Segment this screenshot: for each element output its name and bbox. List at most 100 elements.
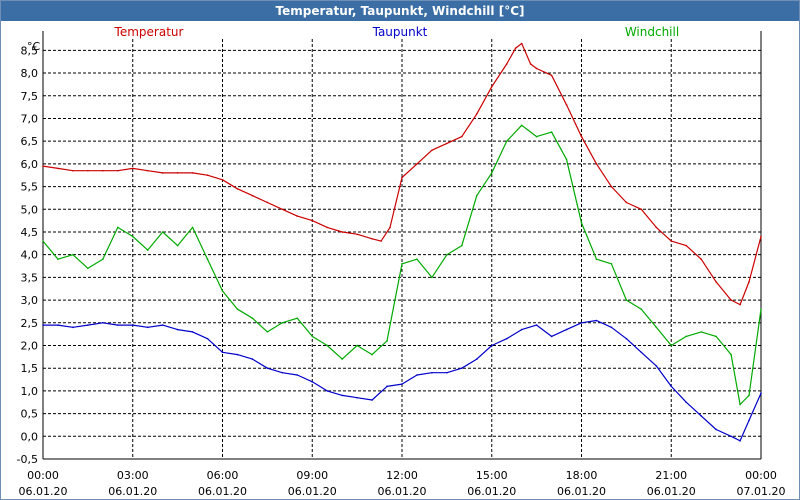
y-tick-label: 3,0 xyxy=(21,294,39,307)
data-point-windchill xyxy=(565,158,568,161)
chart-title: Temperatur, Taupunkt, Windchill [°C] xyxy=(1,1,799,21)
data-point-windchill xyxy=(371,353,373,356)
data-point-temperatur xyxy=(610,185,613,188)
data-point-windchill xyxy=(401,262,403,265)
data-point-windchill xyxy=(625,299,628,301)
y-unit-label: °C xyxy=(27,40,41,53)
data-point-taupunkt xyxy=(281,371,284,374)
data-point-windchill xyxy=(446,253,448,256)
data-point-temperatur xyxy=(102,169,104,172)
x-tick-date: 06.01.20 xyxy=(647,485,696,498)
data-point-temperatur xyxy=(685,244,688,247)
data-point-taupunkt xyxy=(176,328,179,331)
x-tick-time: 15:00 xyxy=(476,469,508,482)
data-point-temperatur xyxy=(431,149,433,152)
data-point-taupunkt xyxy=(251,358,254,360)
x-tick-date: 06.01.20 xyxy=(108,485,157,498)
data-point-temperatur xyxy=(475,113,478,115)
data-point-windchill xyxy=(535,135,538,138)
x-tick-time: 06:00 xyxy=(207,469,239,482)
data-point-taupunkt xyxy=(655,365,658,367)
data-point-taupunkt xyxy=(535,324,538,326)
data-point-taupunkt xyxy=(461,367,463,369)
data-point-taupunkt xyxy=(550,335,553,338)
data-point-windchill xyxy=(176,244,179,247)
data-point-temperatur xyxy=(505,63,508,65)
data-point-windchill xyxy=(700,331,702,333)
data-point-temperatur xyxy=(401,176,403,179)
x-tick-date: 06.01.20 xyxy=(19,485,68,498)
y-tick-label: 5,0 xyxy=(21,203,39,216)
data-point-temperatur xyxy=(236,188,239,190)
data-point-taupunkt xyxy=(341,394,343,397)
y-tick-label: 3,5 xyxy=(21,271,39,284)
x-tick-time: 21:00 xyxy=(655,469,687,482)
y-tick-label: 0,0 xyxy=(21,430,39,443)
axes xyxy=(42,31,762,460)
data-point-temperatur xyxy=(72,169,74,172)
x-tick-date: 06.01.20 xyxy=(198,485,247,498)
data-point-taupunkt xyxy=(42,324,44,326)
data-point-temperatur xyxy=(251,194,254,197)
data-point-taupunkt xyxy=(401,383,403,385)
x-tick-date: 07.01.20 xyxy=(737,485,786,498)
data-point-windchill xyxy=(715,335,717,338)
y-tick-label: 8,0 xyxy=(21,67,39,80)
data-point-temperatur xyxy=(206,174,209,177)
data-point-windchill xyxy=(431,276,433,279)
data-point-windchill xyxy=(311,335,314,338)
data-point-taupunkt xyxy=(296,374,299,376)
data-point-taupunkt xyxy=(490,344,493,347)
x-tick-time: 09:00 xyxy=(296,469,328,482)
data-point-taupunkt xyxy=(356,396,358,399)
data-point-windchill xyxy=(416,258,418,261)
legend-taupunkt: Taupunkt xyxy=(372,25,428,39)
data-point-temperatur xyxy=(730,299,732,301)
data-point-taupunkt xyxy=(748,419,750,422)
x-tick-date: 06.01.20 xyxy=(288,485,337,498)
data-point-temperatur xyxy=(161,172,164,174)
data-point-windchill xyxy=(490,172,493,174)
data-point-temperatur xyxy=(146,169,149,172)
data-point-taupunkt xyxy=(416,374,418,376)
data-point-windchill xyxy=(161,231,164,233)
data-point-taupunkt xyxy=(371,399,373,401)
data-point-taupunkt xyxy=(431,371,433,374)
x-tick-time: 12:00 xyxy=(386,469,418,482)
data-point-temperatur xyxy=(490,85,493,88)
x-tick-time: 00:00 xyxy=(27,469,59,482)
y-tick-label: -0,5 xyxy=(17,453,38,466)
data-point-windchill xyxy=(461,244,463,247)
data-point-windchill xyxy=(42,240,44,242)
data-point-taupunkt xyxy=(670,385,673,388)
data-point-temperatur xyxy=(670,240,673,242)
data-point-temperatur xyxy=(416,163,418,165)
data-point-temperatur xyxy=(748,281,750,283)
data-point-windchill xyxy=(386,340,388,342)
data-point-taupunkt xyxy=(580,321,583,324)
data-point-temperatur xyxy=(640,208,643,211)
data-point-taupunkt xyxy=(739,440,741,442)
data-point-windchill xyxy=(550,131,553,133)
data-point-windchill xyxy=(730,353,732,356)
legend-windchill: Windchill xyxy=(625,25,679,39)
y-tick-label: 4,0 xyxy=(21,249,39,262)
data-point-windchill xyxy=(146,249,149,251)
data-point-temperatur xyxy=(739,303,741,306)
data-point-windchill xyxy=(475,194,478,197)
data-point-windchill xyxy=(57,258,59,261)
data-point-temperatur xyxy=(87,169,89,172)
data-point-taupunkt xyxy=(116,324,119,326)
legend-temperatur: Temperatur xyxy=(114,25,184,39)
data-point-taupunkt xyxy=(161,324,164,326)
data-point-temperatur xyxy=(595,163,598,165)
data-point-taupunkt xyxy=(326,390,329,392)
series-line-windchill xyxy=(42,124,762,406)
plot-background xyxy=(1,21,799,499)
data-point-temperatur xyxy=(42,165,44,167)
y-tick-label: 4,5 xyxy=(21,226,39,239)
data-point-taupunkt xyxy=(221,351,224,354)
data-point-taupunkt xyxy=(57,324,59,326)
data-point-taupunkt xyxy=(610,326,613,329)
data-point-temperatur xyxy=(535,67,538,70)
